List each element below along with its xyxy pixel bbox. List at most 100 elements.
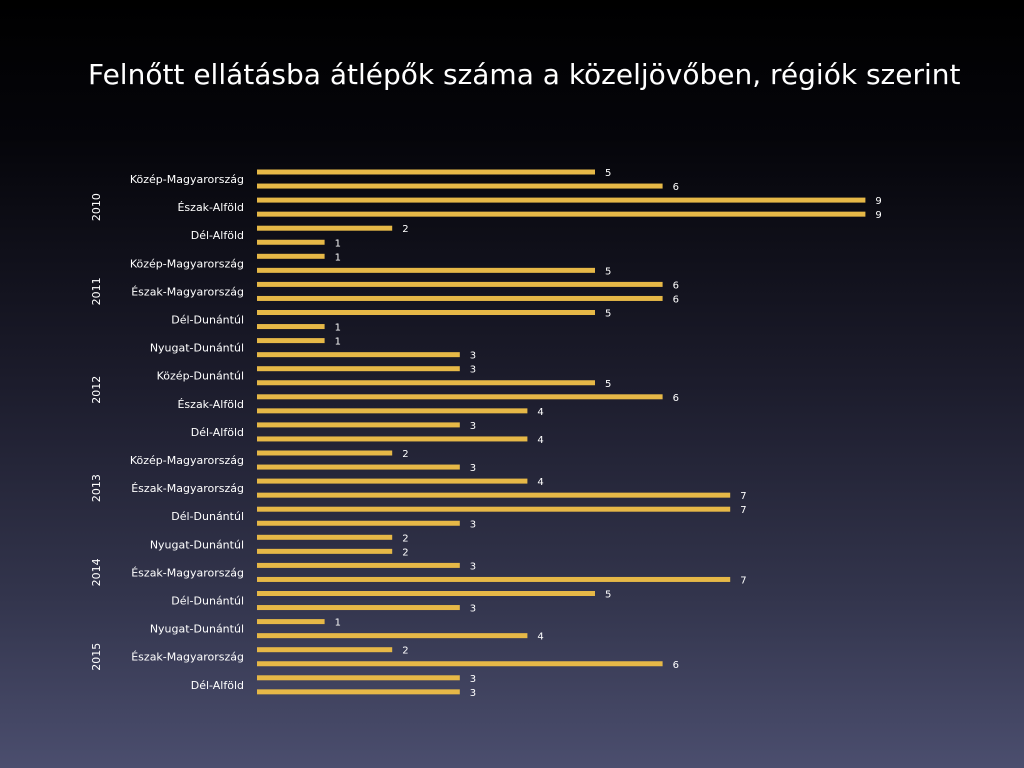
data-label: 6: [673, 294, 679, 305]
bar: [257, 689, 460, 695]
year-group-label: 2014: [90, 558, 103, 586]
bar: [257, 478, 528, 484]
year-group-label: 2012: [90, 376, 103, 404]
data-label: 6: [673, 393, 679, 404]
bar: [257, 239, 325, 245]
data-label: 5: [605, 379, 611, 390]
data-label: 3: [470, 421, 476, 432]
data-label: 1: [335, 238, 341, 249]
category-label: Közép-Dunántúl: [157, 370, 244, 383]
category-label: Közép-Magyarország: [130, 257, 244, 270]
bar: [257, 605, 460, 611]
bar: [257, 197, 866, 203]
data-label: 7: [740, 491, 746, 502]
data-label: 3: [470, 351, 476, 362]
data-label: 1: [335, 337, 341, 348]
bar: [257, 253, 325, 259]
bar: [257, 450, 393, 456]
data-label: 7: [740, 575, 746, 586]
data-label: 2: [402, 547, 408, 558]
year-group-label: 2015: [90, 643, 103, 671]
bar: [257, 338, 325, 344]
category-label: Közép-Magyarország: [130, 454, 244, 467]
category-label: Nyugat-Dunántúl: [150, 538, 244, 551]
bar: [257, 169, 595, 175]
category-label: Észak-Magyarország: [131, 651, 244, 664]
category-label: Dél-Alföld: [191, 426, 244, 439]
data-label: 4: [537, 407, 543, 418]
category-label: Észak-Alföld: [177, 201, 244, 214]
bar: [257, 647, 393, 653]
data-label: 3: [470, 604, 476, 615]
data-label: 9: [875, 210, 881, 221]
data-label: 5: [605, 309, 611, 320]
category-label: Dél-Dunántúl: [171, 595, 244, 608]
bar: [257, 394, 663, 400]
bar: [257, 422, 460, 428]
data-label: 5: [605, 266, 611, 277]
data-label: 5: [605, 168, 611, 179]
data-label: 2: [402, 646, 408, 657]
data-label: 6: [673, 280, 679, 291]
data-label: 2: [402, 533, 408, 544]
bar: [257, 183, 663, 189]
bar: [257, 211, 866, 217]
bar: [257, 295, 663, 301]
slide-title: Felnőtt ellátásba átlépők száma a közelj…: [88, 58, 961, 91]
bar: [257, 225, 393, 231]
data-label: 5: [605, 590, 611, 601]
bar: [257, 675, 460, 681]
category-label: Dél-Alföld: [191, 229, 244, 242]
data-label: 4: [537, 477, 543, 488]
category-label: Nyugat-Dunántúl: [150, 623, 244, 636]
data-label: 1: [335, 618, 341, 629]
bar: [257, 352, 460, 358]
category-label: Közép-Magyarország: [130, 173, 244, 186]
data-label: 3: [470, 688, 476, 699]
category-label: Dél-Dunántúl: [171, 510, 244, 523]
category-label: Észak-Magyarország: [131, 285, 244, 298]
bar: [257, 408, 528, 414]
data-label: 4: [537, 632, 543, 643]
data-label: 3: [470, 674, 476, 685]
year-group-label: 2013: [90, 474, 103, 502]
bar: [257, 506, 731, 512]
data-label: 3: [470, 519, 476, 530]
bar: [257, 534, 393, 540]
bar: [257, 548, 393, 554]
data-label: 7: [740, 505, 746, 516]
data-label: 1: [335, 323, 341, 334]
data-label: 3: [470, 463, 476, 474]
year-group-label: 2010: [90, 193, 103, 221]
bar: [257, 324, 325, 330]
bar: [257, 436, 528, 442]
bar: [257, 267, 595, 273]
data-label: 6: [673, 660, 679, 671]
data-label: 3: [470, 365, 476, 376]
bar: [257, 492, 731, 498]
bar: [257, 661, 663, 667]
category-label: Észak-Magyarország: [131, 482, 244, 495]
data-label: 4: [537, 435, 543, 446]
bar: [257, 464, 460, 470]
bar: [257, 366, 460, 372]
bar: [257, 576, 731, 582]
bar: [257, 562, 460, 568]
data-label: 1: [335, 252, 341, 263]
data-label: 3: [470, 561, 476, 572]
bar: [257, 633, 528, 639]
category-label: Dél-Alföld: [191, 679, 244, 692]
data-label: 2: [402, 224, 408, 235]
category-label: Dél-Dunántúl: [171, 314, 244, 327]
bar: [257, 619, 325, 625]
data-label: 6: [673, 182, 679, 193]
bar: [257, 380, 595, 386]
bar: [257, 281, 663, 287]
bar: [257, 310, 595, 315]
bar: [257, 591, 595, 596]
category-label: Nyugat-Dunántúl: [150, 342, 244, 355]
data-label: 9: [875, 196, 881, 207]
data-label: 2: [402, 449, 408, 460]
year-group-label: 2011: [90, 277, 103, 305]
